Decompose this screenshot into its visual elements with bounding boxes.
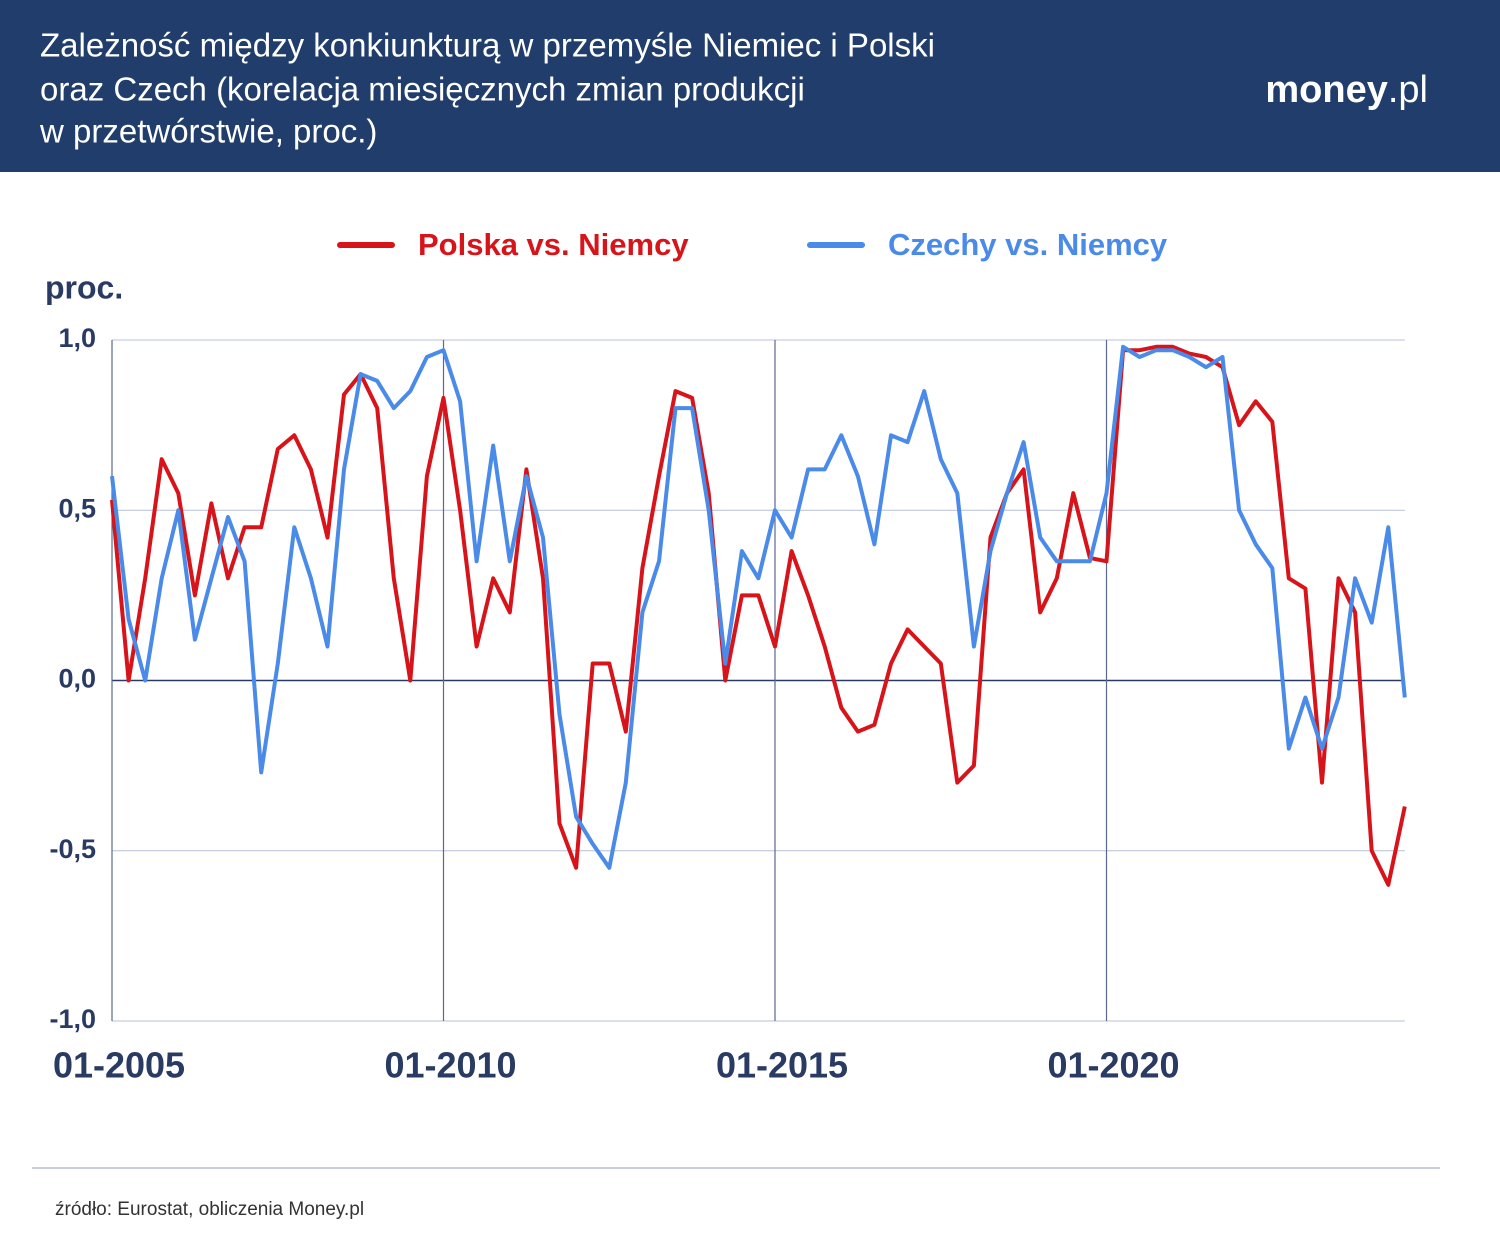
title-line: oraz Czech (korelacja miesięcznych zmian… <box>40 71 805 108</box>
header-band <box>0 0 1500 172</box>
brand: money.pl <box>1265 69 1428 111</box>
y-tick-label: 0,5 <box>58 493 96 523</box>
x-tick-label: 01-2020 <box>1047 1045 1179 1086</box>
source: źródło: Eurostat, obliczenia Money.pl <box>55 1199 364 1220</box>
x-tick-label: 01-2010 <box>384 1045 516 1086</box>
y-tick-label: -0,5 <box>49 834 96 864</box>
title-line: w przetwórstwie, proc.) <box>39 113 377 150</box>
x-tick-label: 01-2015 <box>716 1045 848 1086</box>
y-tick-label: -1,0 <box>49 1004 96 1034</box>
legend-label: Czechy vs. Niemcy <box>888 227 1168 262</box>
legend-label: Polska vs. Niemcy <box>418 227 689 262</box>
series-line <box>110 344 1407 887</box>
brand-suffix: .pl <box>1388 69 1428 111</box>
y-tick-label: 0,0 <box>58 664 96 694</box>
y-axis-label: proc. <box>45 269 123 305</box>
series-line <box>110 344 1407 870</box>
title-line: Zależność między konkiunkturą w przemyśl… <box>40 27 935 64</box>
x-tick-label: 01-2005 <box>53 1045 185 1086</box>
y-tick-label: 1,0 <box>58 323 96 353</box>
brand-main: money <box>1265 69 1387 111</box>
